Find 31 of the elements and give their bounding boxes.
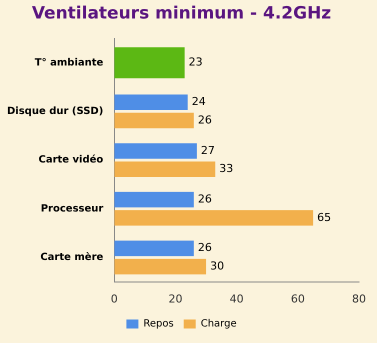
y-tick-label: T° ambiante (34, 57, 104, 68)
legend-label: Charge (200, 318, 237, 330)
legend-label: Repos (143, 318, 174, 330)
bar (114, 258, 206, 274)
data-label: 26 (198, 241, 212, 254)
x-tick-label: 40 (230, 292, 244, 306)
bar (114, 94, 188, 110)
data-label: 26 (198, 113, 212, 126)
x-tick-label: 20 (168, 292, 182, 306)
data-label: 33 (219, 162, 234, 176)
x-tick-label: 80 (352, 292, 366, 306)
bar (114, 47, 185, 78)
chart-title: Ventilateurs minimum - 4.2GHz (32, 4, 332, 24)
x-tick-label: 60 (290, 292, 305, 306)
y-tick-label: Carte vidéo (38, 154, 104, 166)
y-tick-label: Carte mère (40, 252, 104, 264)
data-label: 27 (200, 144, 215, 157)
y-tick-label: Processeur (40, 203, 104, 214)
bar (114, 240, 194, 256)
y-tick-label: Disque dur (SSD) (6, 106, 104, 118)
bar (114, 192, 194, 208)
data-label: 26 (198, 192, 212, 206)
bar (114, 210, 314, 226)
x-tick-label: 0 (110, 292, 118, 306)
data-label: 24 (192, 95, 206, 108)
bar (114, 112, 194, 128)
data-label: 23 (188, 56, 203, 69)
bar (114, 161, 216, 177)
bar (114, 143, 197, 159)
data-label: 65 (317, 210, 332, 224)
data-label: 30 (210, 259, 224, 272)
